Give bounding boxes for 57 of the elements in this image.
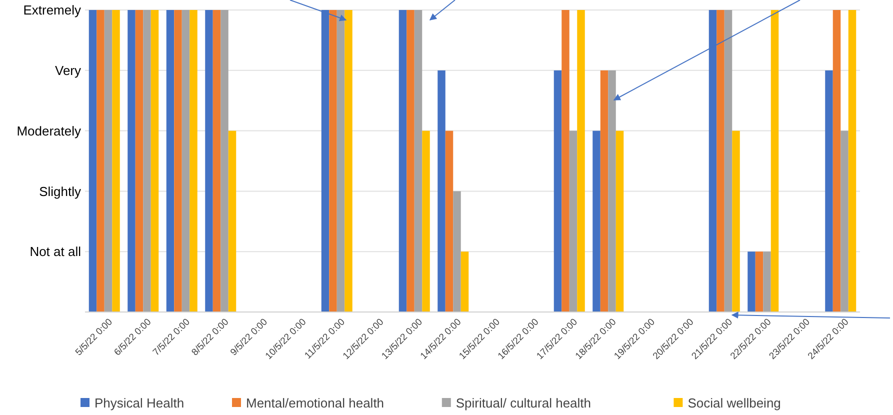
bar (104, 10, 112, 312)
bar (344, 10, 352, 312)
bar (112, 10, 120, 312)
bar (840, 130, 848, 312)
bar (554, 70, 562, 312)
legend-label: Mental/emotional health (246, 396, 384, 411)
bar (88, 10, 97, 312)
bar (577, 10, 585, 312)
text: Not at all (30, 244, 82, 260)
text: Extremely (23, 2, 82, 18)
legend-label: Physical Health (94, 396, 184, 411)
bar (724, 10, 732, 312)
bar (174, 10, 182, 312)
bar (336, 10, 345, 312)
bar (832, 10, 841, 312)
legend-label: Spiritual/ cultural health (456, 396, 592, 411)
text: Moderately (16, 123, 82, 138)
bar (321, 10, 330, 312)
bar (592, 130, 600, 312)
bar (732, 130, 740, 312)
bar (414, 10, 422, 312)
bar (135, 10, 144, 312)
bar (96, 10, 104, 312)
bar (182, 10, 190, 312)
bar (445, 130, 454, 312)
bar (398, 10, 407, 312)
legend-label: Social wellbeing (688, 396, 781, 411)
bar (190, 10, 198, 312)
bar (708, 10, 717, 312)
bar (569, 130, 578, 312)
bar (453, 191, 461, 312)
bar (600, 70, 608, 312)
bar (422, 130, 430, 312)
bar (150, 10, 159, 312)
bar (212, 10, 221, 312)
bar (329, 10, 337, 312)
bar (825, 70, 833, 312)
bar (848, 10, 856, 312)
text: Very (54, 62, 82, 78)
bar (770, 10, 779, 312)
bar (716, 10, 724, 312)
bar (460, 252, 469, 312)
bar (438, 70, 446, 312)
bar (143, 10, 151, 312)
bar (763, 252, 771, 312)
bar (748, 252, 756, 312)
bar (608, 70, 616, 312)
bar (406, 10, 414, 312)
text: Slightly (39, 184, 82, 199)
bar (220, 10, 228, 312)
bar (128, 10, 136, 312)
bar (562, 10, 570, 312)
bar (616, 130, 624, 312)
bar (205, 10, 213, 312)
bar (166, 10, 174, 312)
bar (228, 130, 236, 312)
bar (755, 252, 764, 312)
